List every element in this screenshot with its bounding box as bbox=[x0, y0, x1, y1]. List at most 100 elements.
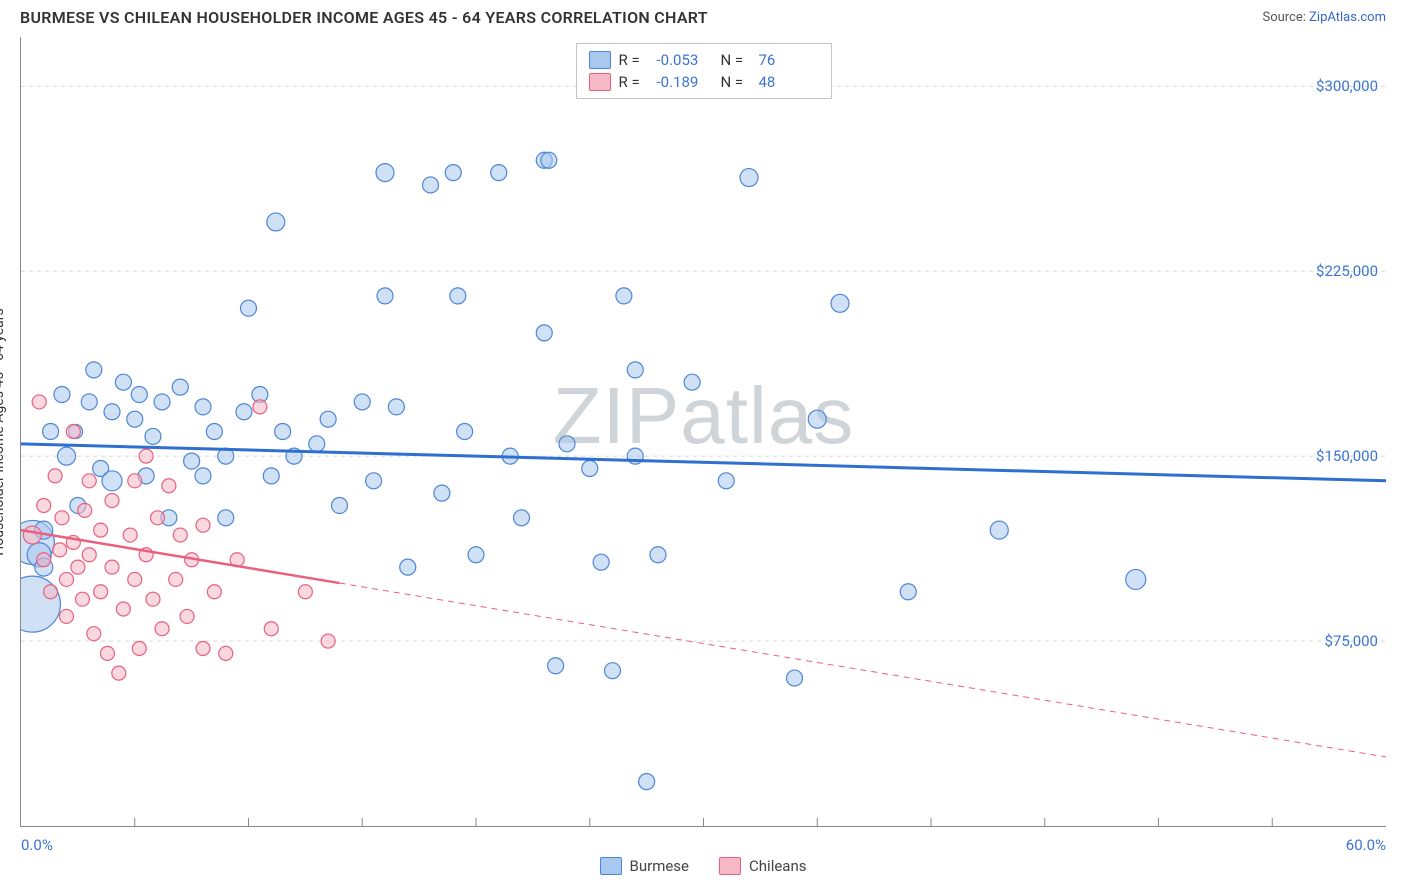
data-point bbox=[48, 469, 62, 483]
legend-swatch bbox=[600, 857, 622, 875]
legend-series-item: Burmese bbox=[600, 857, 690, 875]
data-point bbox=[71, 560, 85, 574]
data-point bbox=[548, 658, 564, 674]
data-point bbox=[900, 584, 916, 600]
data-point bbox=[21, 576, 60, 632]
data-point bbox=[116, 602, 130, 616]
data-point bbox=[241, 300, 257, 316]
data-point bbox=[54, 387, 70, 403]
data-point bbox=[94, 523, 108, 537]
data-point bbox=[718, 473, 734, 489]
data-point bbox=[146, 592, 160, 606]
r-label: R = bbox=[619, 51, 649, 69]
source-label: Source: ZipAtlas.com bbox=[1262, 10, 1386, 25]
legend-series-label: Chileans bbox=[749, 857, 806, 875]
data-point bbox=[131, 387, 147, 403]
data-point bbox=[145, 428, 161, 444]
y-tick-label: $75,000 bbox=[1324, 632, 1378, 650]
r-value: -0.053 bbox=[657, 51, 713, 69]
data-point bbox=[808, 410, 826, 428]
data-point bbox=[321, 634, 335, 648]
data-point bbox=[400, 559, 416, 575]
data-point bbox=[53, 543, 67, 557]
legend-correlation-row: R = -0.053 N = 76 bbox=[589, 49, 815, 71]
data-point bbox=[354, 394, 370, 410]
data-point bbox=[139, 449, 153, 463]
data-point bbox=[468, 547, 484, 563]
data-point bbox=[60, 572, 74, 586]
y-tick-label: $225,000 bbox=[1316, 262, 1378, 280]
data-point bbox=[87, 627, 101, 641]
data-point bbox=[559, 436, 575, 452]
data-point bbox=[162, 479, 176, 493]
data-point bbox=[1126, 569, 1146, 589]
n-label: N = bbox=[721, 73, 751, 91]
data-point bbox=[127, 411, 143, 427]
data-point bbox=[82, 548, 96, 562]
data-point bbox=[37, 498, 51, 512]
data-point bbox=[123, 528, 137, 542]
data-point bbox=[195, 399, 211, 415]
data-point bbox=[376, 164, 394, 182]
chart-svg bbox=[21, 37, 1386, 826]
data-point bbox=[423, 177, 439, 193]
data-point bbox=[195, 468, 211, 484]
data-point bbox=[172, 379, 188, 395]
data-point bbox=[184, 453, 200, 469]
data-point bbox=[128, 474, 142, 488]
data-point bbox=[173, 528, 187, 542]
data-point bbox=[990, 521, 1008, 539]
data-point bbox=[115, 374, 131, 390]
data-point bbox=[320, 411, 336, 427]
data-point bbox=[37, 553, 51, 567]
chart-title: BURMESE VS CHILEAN HOUSEHOLDER INCOME AG… bbox=[20, 8, 708, 27]
data-point bbox=[86, 362, 102, 378]
data-point bbox=[639, 774, 655, 790]
data-point bbox=[44, 585, 58, 599]
data-point bbox=[55, 511, 69, 525]
data-point bbox=[112, 666, 126, 680]
n-value: 48 bbox=[759, 73, 815, 91]
data-point bbox=[605, 663, 621, 679]
data-point bbox=[332, 497, 348, 513]
data-point bbox=[66, 425, 80, 439]
data-point bbox=[128, 572, 142, 586]
data-point bbox=[263, 468, 279, 484]
source-link[interactable]: ZipAtlas.com bbox=[1309, 10, 1386, 25]
data-point bbox=[104, 404, 120, 420]
data-point bbox=[267, 213, 285, 231]
data-point bbox=[43, 424, 59, 440]
data-point bbox=[536, 325, 552, 341]
r-label: R = bbox=[619, 73, 649, 91]
data-point bbox=[457, 424, 473, 440]
data-point bbox=[377, 288, 393, 304]
legend-series-label: Burmese bbox=[630, 857, 690, 875]
data-point bbox=[219, 646, 233, 660]
n-label: N = bbox=[721, 51, 751, 69]
data-point bbox=[207, 585, 221, 599]
y-tick-label: $150,000 bbox=[1316, 447, 1378, 465]
x-tick-label: 0.0% bbox=[21, 836, 53, 854]
source-prefix: Source: bbox=[1262, 10, 1309, 25]
data-point bbox=[514, 510, 530, 526]
data-point bbox=[151, 511, 165, 525]
data-point bbox=[105, 494, 119, 508]
r-value: -0.189 bbox=[657, 73, 713, 91]
data-point bbox=[58, 447, 76, 465]
legend-correlation: R = -0.053 N = 76 R = -0.189 N = 48 bbox=[576, 43, 832, 99]
data-point bbox=[445, 165, 461, 181]
x-tick-label: 60.0% bbox=[1346, 836, 1386, 854]
data-point bbox=[787, 670, 803, 686]
data-point bbox=[94, 585, 108, 599]
legend-swatch bbox=[589, 73, 611, 91]
data-point bbox=[684, 374, 700, 390]
data-point bbox=[650, 547, 666, 563]
data-point bbox=[32, 395, 46, 409]
data-point bbox=[196, 518, 210, 532]
legend-swatch bbox=[719, 857, 741, 875]
data-point bbox=[155, 622, 169, 636]
legend-series-item: Chileans bbox=[719, 857, 806, 875]
data-point bbox=[831, 294, 849, 312]
data-point bbox=[450, 288, 466, 304]
legend-series: Burmese Chileans bbox=[0, 827, 1406, 875]
